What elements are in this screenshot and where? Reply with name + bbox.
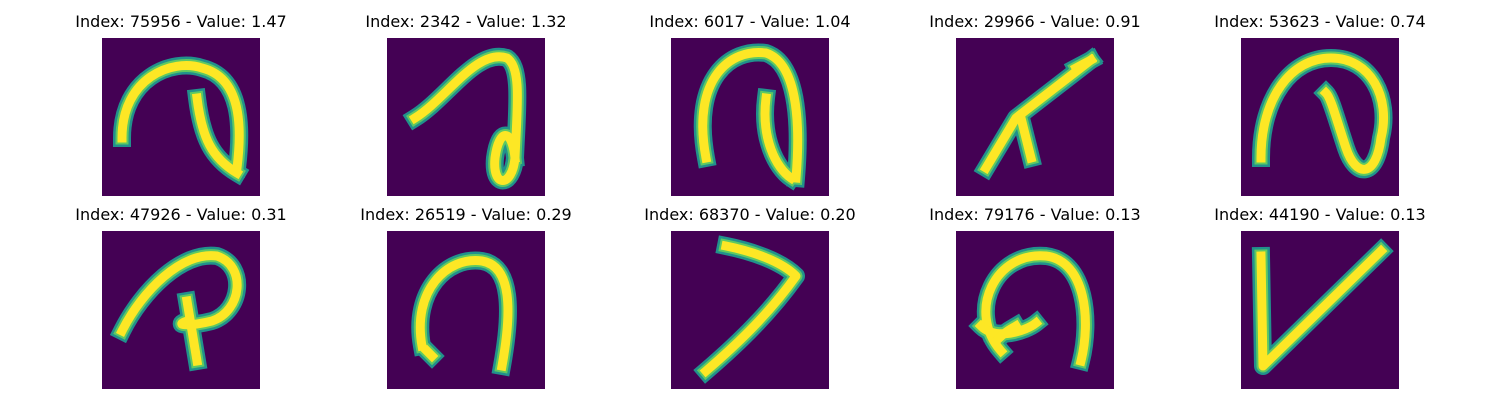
glyph-drawing [1251,238,1394,375]
glyph-stroke [181,295,203,367]
glyph-image [387,231,545,389]
panel-title: Index: 6017 - Value: 1.04 [649,12,851,31]
panel-title: Index: 53623 - Value: 0.74 [1214,12,1426,31]
glyph-image [671,231,829,389]
glyph-stroke [699,240,801,378]
glyph-stroke [979,53,1098,175]
glyph-drawing [402,47,527,190]
glyph-stroke [1256,244,1388,371]
glyph-stroke [117,61,244,174]
glyph-drawing [1251,49,1393,179]
panel-title: Index: 47926 - Value: 0.31 [75,205,287,224]
glyph-stroke [760,92,798,185]
glyph-stroke [1015,112,1037,164]
glyph-image [956,231,1114,389]
glyph-stroke [1256,53,1389,174]
glyph-image [1241,38,1399,196]
glyph-drawing [973,47,1104,181]
panel-title: Index: 79176 - Value: 0.13 [929,205,1141,224]
glyph-image [102,38,260,196]
glyph-stroke [981,251,1090,367]
glyph-stroke [191,92,244,180]
panel-title: Index: 75956 - Value: 1.47 [75,12,287,31]
glyph-drawing [411,251,517,377]
glyph-drawing [693,235,805,384]
glyph-drawing [968,246,1095,372]
glyph-image [956,38,1114,196]
panel-title: Index: 68370 - Value: 0.20 [644,205,856,224]
panel-title: Index: 26519 - Value: 0.29 [360,205,572,224]
glyph-stroke [408,52,522,185]
panel-title: Index: 29966 - Value: 0.91 [929,12,1141,31]
glyph-stroke [698,47,803,183]
glyph-image [102,231,260,389]
glyph-stroke [415,256,513,372]
glyph-drawing [693,43,807,191]
glyph-stroke [1069,53,1098,75]
glyph-image [387,38,545,196]
panel-title: Index: 44190 - Value: 0.13 [1214,205,1426,224]
glyph-stroke [989,319,1023,348]
glyph-drawing [112,56,250,186]
glyph-image [1241,231,1399,389]
panel-title: Index: 2342 - Value: 1.32 [365,12,567,31]
glyph-stroke [420,344,439,363]
glyph-drawing [109,246,247,372]
glyph-image [671,38,829,196]
